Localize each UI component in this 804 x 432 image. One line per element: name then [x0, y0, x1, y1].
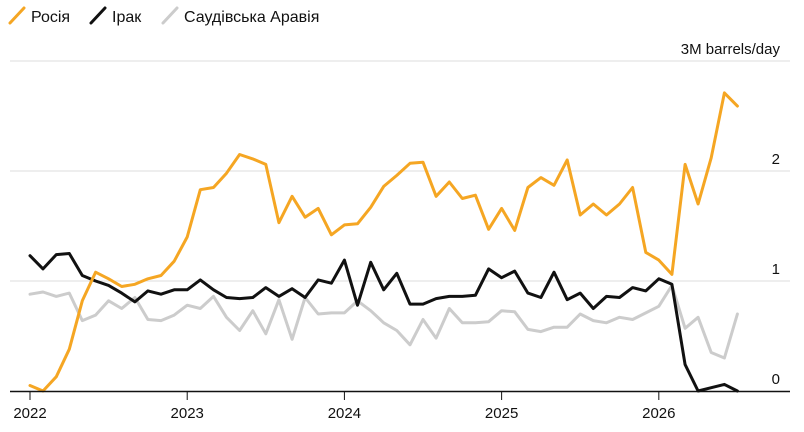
x-tick-label: 2022	[13, 405, 46, 422]
y-axis-ticks: 0 1 2	[772, 151, 780, 388]
y-tick-label: 0	[772, 371, 780, 388]
y-axis-unit-label: 3M barrels/day	[681, 41, 781, 58]
y-tick-label: 1	[772, 261, 780, 278]
legend-swatch	[89, 6, 107, 25]
legend-label: Саудівська Аравія	[184, 9, 319, 26]
x-tick-label: 2024	[328, 405, 361, 422]
series-lines	[28, 91, 739, 393]
y-tick-label: 2	[772, 151, 780, 168]
series-line	[28, 283, 739, 360]
legend-swatch	[8, 6, 26, 25]
legend-swatch	[161, 6, 179, 25]
x-tick-label: 2026	[642, 405, 675, 422]
legend-label: Ірак	[112, 9, 142, 26]
series-line	[28, 91, 739, 393]
legend: Росія Ірак Саудівська Аравія	[8, 6, 319, 26]
x-tick-label: 2023	[171, 405, 204, 422]
x-axis-ticks: 2022 2023 2024 2025 2026	[13, 391, 676, 422]
series-line	[28, 252, 739, 393]
x-tick-label: 2025	[485, 405, 518, 422]
legend-label: Росія	[31, 9, 70, 26]
